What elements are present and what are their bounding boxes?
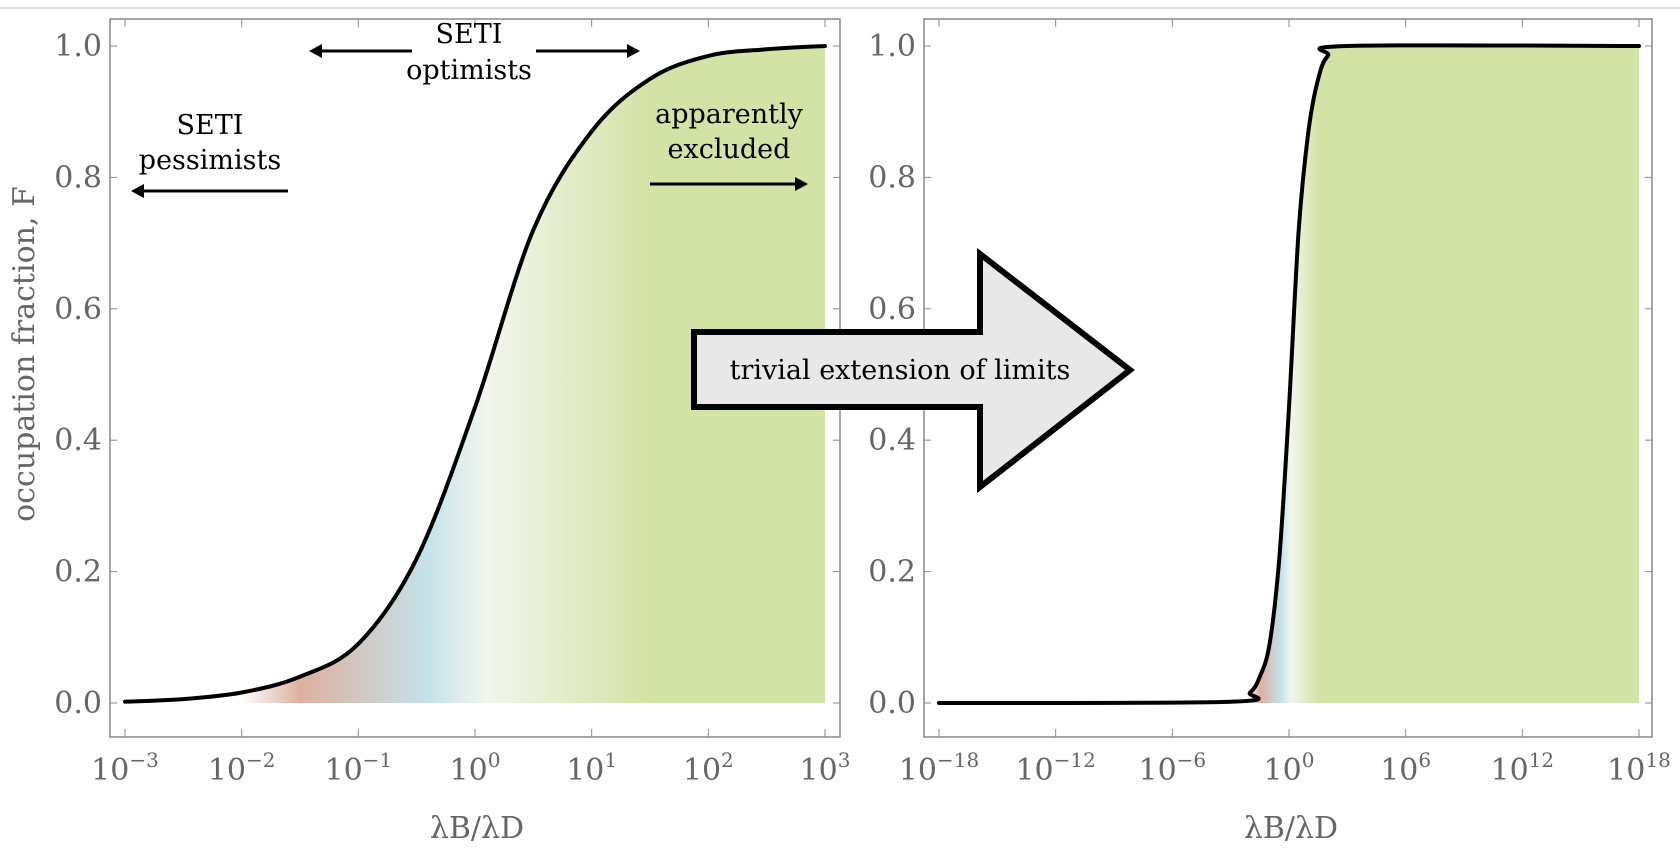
tick-base: 10 [1380, 753, 1418, 788]
x-tick-label: 1012 [1491, 748, 1555, 788]
tick-base: 10 [91, 753, 129, 788]
arrowhead-left-icon [131, 184, 144, 198]
tick-exponent: 0 [488, 748, 501, 772]
callout-label: trivial extension of limits [730, 355, 1071, 386]
x-axis-label: λB/λD [1244, 811, 1338, 846]
y-tick-label: 0.6 [868, 292, 916, 327]
x-tick-label: 10−2 [208, 748, 276, 788]
y-tick-label: 0.8 [868, 160, 916, 195]
tick-base: 10 [899, 753, 937, 788]
annotation-excluded: apparently excluded [650, 99, 808, 191]
tick-exponent: 12 [1529, 748, 1554, 772]
x-tick-label: 100 [450, 748, 501, 788]
tick-exponent: −1 [363, 748, 392, 772]
tick-exponent: −3 [129, 748, 158, 772]
tick-base: 10 [1264, 753, 1302, 788]
tick-base: 10 [450, 753, 488, 788]
tick-exponent: 18 [1645, 748, 1670, 772]
tick-exponent: 3 [838, 748, 851, 772]
x-tick-label: 100 [1264, 748, 1315, 788]
arrowhead-right-icon [627, 44, 640, 58]
y-tick-label: 0.2 [54, 555, 102, 590]
x-tick-label: 10−1 [324, 748, 392, 788]
pessimists-line1: SETI [177, 110, 244, 141]
y-tick-label: 0.6 [54, 292, 102, 327]
x-tick-label: 1018 [1607, 748, 1671, 788]
annotation-pessimists: SETI pessimists [131, 110, 288, 198]
y-tick-label: 0.4 [54, 423, 102, 458]
left-plot: 0.00.20.40.60.81.010−3 10−2 10−1 100 101 102 1… [54, 18, 851, 846]
y-tick-label: 0.8 [54, 160, 102, 195]
right-plot: 0.00.20.40.60.81.010−18 10−12 10−6 100 106 10… [868, 18, 1671, 846]
x-tick-label: 10−12 [1015, 748, 1095, 788]
excluded-line1: apparently [655, 99, 804, 130]
y-tick-label: 1.0 [868, 29, 916, 64]
x-tick-label: 101 [566, 748, 617, 788]
x-tick-label: 106 [1380, 748, 1431, 788]
excluded-line2: excluded [668, 134, 791, 165]
x-tick-label: 10−18 [899, 748, 979, 788]
fill-region [939, 45, 1639, 704]
tick-exponent: −18 [937, 748, 979, 772]
occupation-curve [123, 44, 827, 704]
tick-exponent: 6 [1418, 748, 1431, 772]
y-tick-label: 0.2 [868, 555, 916, 590]
tick-exponent: −6 [1177, 748, 1206, 772]
tick-base: 10 [1607, 753, 1645, 788]
tick-base: 10 [683, 753, 721, 788]
y-tick-label: 0.0 [868, 686, 916, 721]
occupation-curve [937, 43, 1641, 705]
y-axis-label: occupation fraction, F [7, 186, 42, 522]
arrowhead-right-icon [795, 177, 808, 191]
y-tick-label: 1.0 [54, 29, 102, 64]
tick-base: 10 [800, 753, 838, 788]
optimists-line2: optimists [406, 55, 532, 86]
tick-exponent: 2 [721, 748, 734, 772]
tick-exponent: −2 [246, 748, 275, 772]
tick-exponent: 1 [604, 748, 617, 772]
x-tick-label: 10−3 [91, 748, 159, 788]
tick-base: 10 [566, 753, 604, 788]
tick-base: 10 [1491, 753, 1529, 788]
fill-region [125, 46, 825, 703]
y-tick-label: 0.4 [868, 423, 916, 458]
y-tick-label: 0.0 [54, 686, 102, 721]
big-arrow-icon [691, 247, 1135, 494]
tick-exponent: 0 [1302, 748, 1315, 772]
x-axis-label: λB/λD [430, 811, 524, 846]
tick-exponent: −12 [1054, 748, 1096, 772]
tick-base: 10 [1015, 753, 1053, 788]
callout-arrow: trivial extension of limits [691, 247, 1135, 494]
pessimists-line2: pessimists [139, 145, 281, 176]
optimists-line1: SETI [436, 19, 503, 50]
x-tick-label: 102 [683, 748, 734, 788]
tick-base: 10 [208, 753, 246, 788]
tick-base: 10 [1138, 753, 1176, 788]
tick-base: 10 [324, 753, 362, 788]
arrowhead-left-icon [309, 44, 322, 58]
x-tick-label: 10−6 [1138, 748, 1206, 788]
annotation-optimists: SETI optimists [309, 19, 640, 86]
x-tick-label: 103 [800, 748, 851, 788]
